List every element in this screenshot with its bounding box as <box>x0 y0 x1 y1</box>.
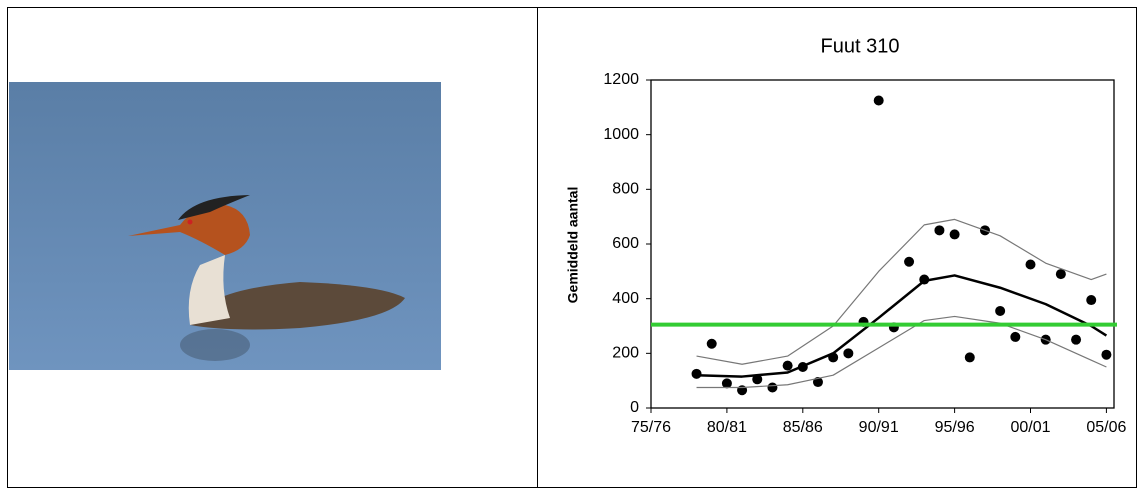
data-point <box>1025 259 1036 270</box>
data-point <box>904 256 915 267</box>
trend-line <box>696 218 1107 365</box>
x-tick-label: 75/76 <box>631 419 671 436</box>
y-tick-label: 1200 <box>603 71 639 88</box>
y-tick-label: 400 <box>612 290 639 307</box>
photo <box>9 82 441 370</box>
data-point <box>843 348 854 359</box>
y-tick-label: 1000 <box>603 126 639 143</box>
y-tick-label: 600 <box>612 235 639 252</box>
data-point <box>934 225 945 236</box>
plot-frame <box>650 79 1115 409</box>
data-point <box>995 305 1006 316</box>
x-tick-label: 05/06 <box>1086 419 1126 436</box>
x-tick-label: 95/96 <box>935 419 975 436</box>
x-tick-label: 00/01 <box>1010 419 1050 436</box>
data-point <box>949 229 960 240</box>
chart-title: Fuut 310 <box>821 35 900 57</box>
x-tick-label: 80/81 <box>707 419 747 436</box>
data-point <box>721 378 732 389</box>
data-point <box>1010 331 1021 342</box>
data-point <box>706 338 717 349</box>
y-tick-label: 800 <box>612 181 639 198</box>
y-tick-label: 0 <box>630 399 639 416</box>
trend-line <box>696 315 1107 389</box>
y-axis-label: Gemiddeld aantal <box>565 187 581 304</box>
data-point <box>767 382 778 393</box>
data-point <box>1071 334 1082 345</box>
data-point <box>873 95 884 106</box>
x-tick-label: 85/86 <box>783 419 823 436</box>
x-tick-label: 90/91 <box>859 419 899 436</box>
data-point <box>1101 349 1112 360</box>
table-border <box>7 7 1137 488</box>
data-point <box>752 374 763 385</box>
y-tick-label: 200 <box>612 345 639 362</box>
data-point <box>1086 295 1097 306</box>
data-point <box>691 368 702 379</box>
data-point <box>782 360 793 371</box>
data-point <box>1055 269 1066 280</box>
data-point <box>964 352 975 363</box>
chart: Fuut 310 Gemiddeld aantal <box>565 35 1115 409</box>
data-point <box>812 377 823 388</box>
trend-line <box>696 274 1108 378</box>
